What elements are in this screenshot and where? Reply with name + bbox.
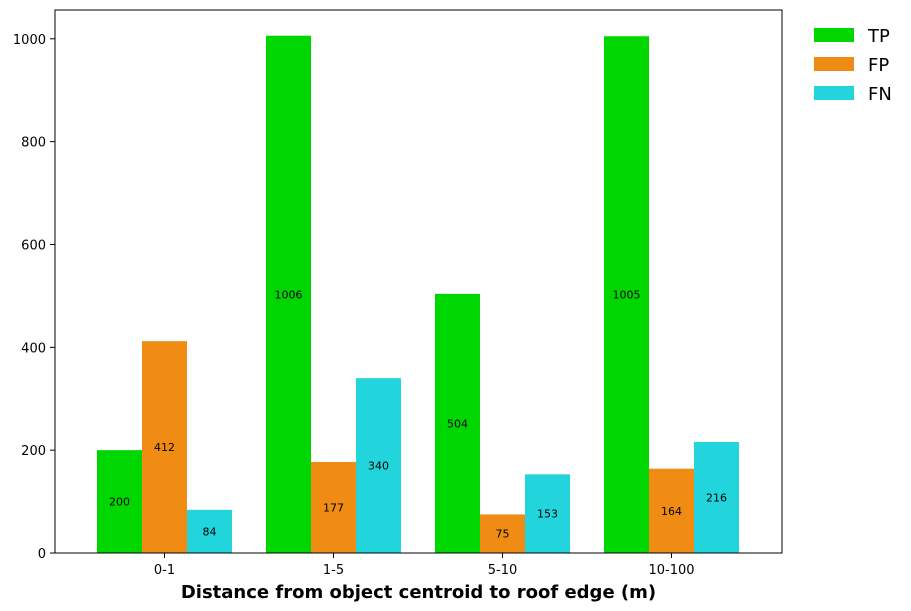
x-tick-label: 1-5 <box>323 563 344 578</box>
x-axis-title: Distance from object centroid to roof ed… <box>181 582 656 603</box>
bar-value-label: 153 <box>537 508 558 521</box>
x-tick-label: 5-10 <box>488 563 518 578</box>
bar-fp-5-10 <box>480 514 525 553</box>
bar-value-label: 200 <box>109 496 130 509</box>
bar-value-label: 84 <box>203 525 217 538</box>
y-axis: 0 200 400 600 800 1000 <box>13 33 55 562</box>
bar-fn-0-1 <box>187 509 232 553</box>
bar-tp-0-1 <box>97 450 142 553</box>
bar-fn-10-100 <box>694 441 739 553</box>
bar-fp-0-1 <box>142 341 187 553</box>
bar-value-label: 75 <box>496 528 510 541</box>
y-tick-label: 200 <box>21 444 46 459</box>
bar-value-label: 1006 <box>275 288 303 301</box>
legend-label-fp: FP <box>868 55 889 76</box>
bar-value-label: 177 <box>323 501 344 514</box>
bar-fp-10-100 <box>649 468 694 553</box>
bar-value-label: 164 <box>661 505 682 518</box>
y-tick-label: 0 <box>38 547 46 562</box>
bar-tp-1-5 <box>266 35 311 554</box>
bar-fn-1-5 <box>356 378 401 553</box>
bar-value-label: 412 <box>154 441 175 454</box>
bar-tp-10-100 <box>604 36 649 554</box>
bar-value-label: 1005 <box>613 289 641 302</box>
legend: TP FP FN <box>814 26 892 105</box>
legend-label-fn: FN <box>868 84 892 105</box>
bar-value-label: 504 <box>447 417 468 430</box>
legend-label-tp: TP <box>867 26 890 47</box>
legend-swatch-fp <box>814 57 854 71</box>
bar-value-label: 340 <box>368 460 389 473</box>
bar-fn-5-10 <box>525 474 570 553</box>
bar-fp-1-5 <box>311 461 356 553</box>
bar-value-label: 216 <box>706 491 727 504</box>
bar-labels-group: 200 1006 504 1005 412 177 75 164 84 340 153 216 <box>109 288 727 540</box>
legend-swatch-tp <box>814 28 854 42</box>
y-tick-label: 400 <box>21 341 46 356</box>
bars-group <box>97 35 739 554</box>
x-axis: 0-1 1-5 5-10 10-100 <box>154 553 695 578</box>
y-tick-label: 1000 <box>13 33 46 48</box>
y-tick-label: 600 <box>21 238 46 253</box>
y-tick-label: 800 <box>21 136 46 151</box>
x-tick-label: 10-100 <box>648 563 694 578</box>
legend-swatch-fn <box>814 86 854 100</box>
plot-area-frame <box>54 9 783 554</box>
bar-tp-5-10 <box>435 293 480 553</box>
x-tick-label: 0-1 <box>154 563 175 578</box>
